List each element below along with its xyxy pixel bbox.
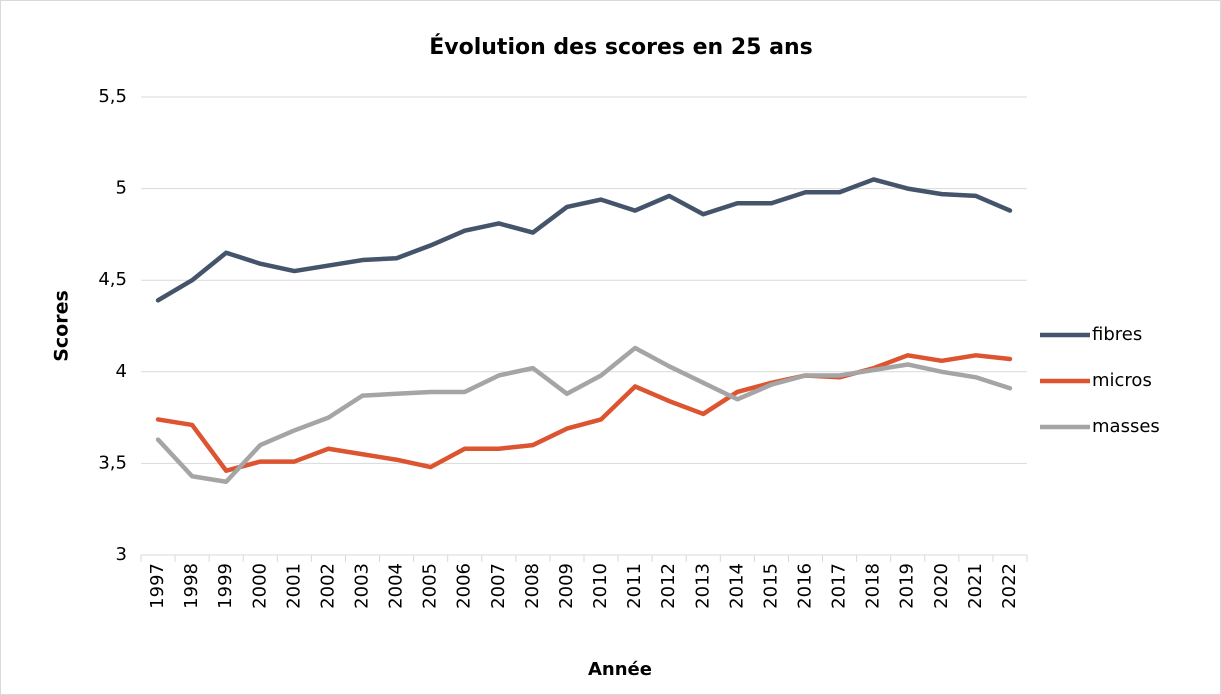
x-tick-label: 2002 <box>317 563 338 609</box>
x-tick-label: 2001 <box>283 563 304 609</box>
x-tick-label: 2011 <box>624 563 645 609</box>
x-tick-label: 2010 <box>590 563 611 609</box>
x-tick-label: 1997 <box>147 563 168 609</box>
x-tick-label: 2015 <box>760 563 781 609</box>
y-tick-label: 3,5 <box>98 452 127 473</box>
x-tick-label: 2017 <box>829 563 850 609</box>
chart-title: Évolution des scores en 25 ans <box>429 34 813 60</box>
x-tick-label: 2000 <box>249 563 270 609</box>
x-tick-label: 1999 <box>215 563 236 609</box>
y-tick-label: 5 <box>116 178 127 199</box>
y-tick-label: 4 <box>116 361 127 382</box>
x-tick-label: 2021 <box>965 563 986 609</box>
x-tick-label: 2012 <box>658 563 679 609</box>
y-tick-label: 5,5 <box>98 86 127 107</box>
series-line <box>155 177 1013 303</box>
x-tick-label: 2019 <box>897 563 918 609</box>
x-tick-label: 2009 <box>556 563 577 609</box>
y-tick-label: 4,5 <box>98 269 127 290</box>
x-tick-label: 2022 <box>999 563 1020 609</box>
series-line <box>155 345 1013 484</box>
x-tick-label: 2005 <box>420 563 441 609</box>
x-tick-label: 2008 <box>522 563 543 609</box>
x-axis-label: Année <box>588 659 652 680</box>
x-tick-label: 2016 <box>795 563 816 609</box>
x-tick-label: 2004 <box>386 563 407 609</box>
x-tick-label: 2020 <box>931 563 952 609</box>
x-tick-label: 2007 <box>488 563 509 609</box>
x-tick-label: 1998 <box>181 563 202 609</box>
y-tick-label: 3 <box>116 544 127 565</box>
x-tick-label: 2003 <box>352 563 373 609</box>
legend-label: fibres <box>1092 324 1142 345</box>
x-tick-label: 2006 <box>454 563 475 609</box>
legend-label: masses <box>1092 416 1160 437</box>
x-tick-label: 2013 <box>692 563 713 609</box>
x-tick-label: 2014 <box>726 563 747 609</box>
legend-label: micros <box>1092 370 1152 391</box>
y-axis-label: Scores <box>51 290 73 362</box>
x-tick-label: 2018 <box>863 563 884 609</box>
